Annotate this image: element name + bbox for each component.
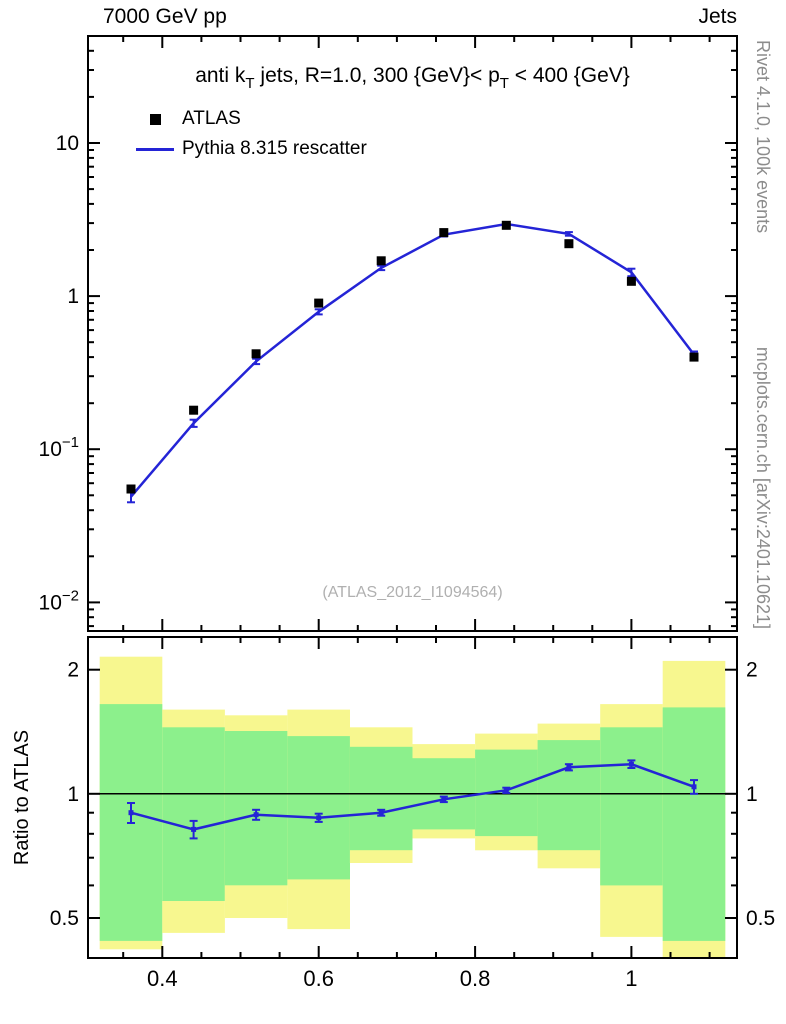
uncertainty-band-green [662, 707, 726, 941]
ratio-y-tick-label-left: 2 [67, 659, 79, 682]
data-point [251, 349, 261, 359]
analysis-group-label: Jets [698, 5, 737, 28]
main-y-tick-label: 1 [67, 285, 79, 308]
uncertainty-band-green [162, 727, 225, 901]
ratio-mc-point [691, 784, 697, 790]
data-point [314, 298, 324, 308]
ratio-panel-frame [87, 636, 738, 959]
data-point [501, 220, 511, 230]
rivet-version-label: Rivet 4.1.0, 100k events [753, 40, 773, 233]
ratio-mc-point [316, 815, 322, 821]
x-tick-label: 0.8 [460, 966, 491, 991]
ratio-mc-point [503, 787, 509, 793]
legend-data-label: ATLAS [182, 108, 241, 129]
ratio-mc-point [628, 761, 634, 767]
main-y-tick-label: 10−1 [39, 434, 79, 461]
mc-line-swatch [134, 147, 176, 151]
ratio-mc-point [253, 812, 259, 818]
x-tick-label: 0.4 [147, 966, 178, 991]
ratio-mc-line [130, 762, 695, 831]
beam-energy-label: 7000 GeV pp [103, 5, 227, 28]
uncertainty-band-green [600, 727, 663, 886]
data-point [439, 228, 449, 238]
ratio-mc-point [441, 796, 447, 802]
legend-row-data: ATLAS [134, 104, 367, 134]
ratio-y-tick-label-right: 0.5 [746, 907, 775, 930]
data-marker-swatch [134, 113, 176, 125]
uncertainty-band-green [224, 731, 288, 886]
analysis-id-watermark: (ATLAS_2012_I1094564) [322, 584, 503, 601]
uncertainty-band-green [287, 736, 350, 880]
ratio-mc-point [378, 810, 384, 816]
data-point [689, 352, 699, 362]
data-point [189, 405, 199, 415]
main-panel-frame [87, 35, 738, 632]
legend-mc-label: Pythia 8.315 rescatter [182, 138, 367, 159]
data-point [376, 256, 386, 266]
legend-row-mc: Pythia 8.315 rescatter [134, 134, 367, 164]
ratio-y-tick-label-left: 0.5 [50, 907, 79, 930]
x-tick-label: 1 [625, 966, 637, 991]
ratio-mc-point [191, 826, 197, 832]
main-mc-line [130, 222, 695, 498]
mcplots-reference-label: mcplots.cern.ch [arXiv:2401.10621] [753, 347, 773, 629]
ratio-y-tick-label-left: 1 [67, 783, 79, 806]
x-tick-label: 0.6 [303, 966, 334, 991]
ratio-y-axis-label: Ratio to ATLAS [11, 730, 33, 865]
data-point [626, 276, 636, 286]
ratio-mc-point [566, 764, 572, 770]
uncertainty-band-green [537, 740, 601, 851]
uncertainty-band-green [349, 746, 413, 851]
ratio-y-tick-label-right: 2 [746, 659, 758, 682]
legend: ATLAS Pythia 8.315 rescatter [134, 104, 367, 164]
main-y-tick-label: 10−2 [39, 587, 79, 614]
data-point [126, 484, 136, 494]
data-point [564, 239, 574, 249]
ratio-mc-point [128, 810, 134, 816]
plot-title: anti kT jets, R=1.0, 300 {GeV}< pT < 400… [195, 64, 630, 92]
ratio-y-tick-label-right: 1 [746, 783, 758, 806]
main-y-tick-label: 10 [56, 132, 79, 155]
